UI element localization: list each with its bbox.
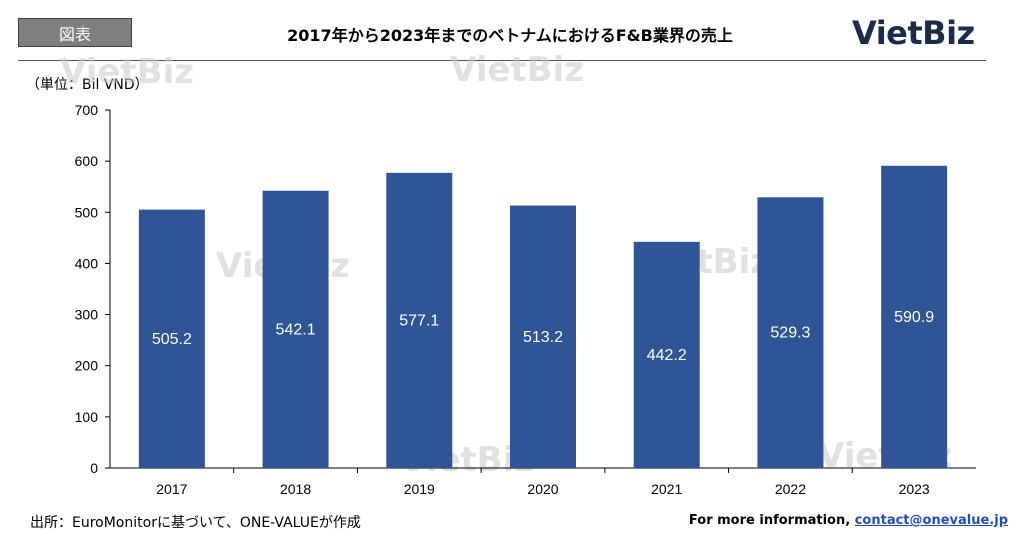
chart-title: 2017年から2023年までのベトナムにおけるF&B業界の売上 bbox=[287, 26, 733, 45]
unit-label: （単位：Bil VND） bbox=[26, 77, 149, 93]
figure-badge: 図表 bbox=[18, 18, 132, 47]
contact-info: For more information, contact@onevalue.j… bbox=[689, 513, 1008, 528]
x-tick-label: 2021 bbox=[651, 481, 682, 497]
x-tick-label: 2019 bbox=[404, 481, 435, 497]
y-tick-label: 0 bbox=[90, 460, 98, 476]
bar-value-label: 505.2 bbox=[152, 331, 192, 348]
bar bbox=[757, 197, 824, 469]
y-tick-label: 600 bbox=[75, 153, 99, 169]
y-tick-label: 200 bbox=[75, 358, 99, 374]
x-tick-label: 2018 bbox=[280, 481, 311, 497]
vietbiz-logo: VietBiz bbox=[852, 14, 975, 52]
bar-value-label: 542.1 bbox=[276, 321, 316, 338]
x-tick-label: 2023 bbox=[899, 481, 930, 497]
y-tick-label: 300 bbox=[75, 307, 99, 323]
y-tick-label: 500 bbox=[75, 204, 99, 220]
header-divider bbox=[18, 60, 986, 61]
x-tick-label: 2020 bbox=[527, 481, 558, 497]
bar bbox=[138, 209, 205, 468]
watermark: VietBiz bbox=[60, 52, 195, 92]
contact-email-link[interactable]: contact@onevalue.jp bbox=[854, 513, 1008, 528]
y-tick-label: 100 bbox=[75, 409, 99, 425]
bar bbox=[633, 241, 700, 468]
x-tick-label: 2017 bbox=[156, 481, 187, 497]
bar bbox=[386, 172, 453, 469]
source-note: 出所：EuroMonitorに基づいて、ONE-VALUEが作成 bbox=[30, 515, 361, 531]
bar bbox=[262, 190, 329, 468]
bar-value-label: 529.3 bbox=[770, 325, 810, 342]
x-tick-label: 2022 bbox=[775, 481, 806, 497]
watermark: VietBiz bbox=[450, 50, 585, 90]
info-prefix: For more information, bbox=[688, 513, 855, 528]
bar-value-label: 442.2 bbox=[647, 347, 687, 364]
bar bbox=[510, 205, 576, 468]
bar-value-label: 513.2 bbox=[523, 329, 563, 346]
bar bbox=[881, 165, 948, 468]
y-tick-label: 700 bbox=[75, 102, 99, 118]
bar-value-label: 577.1 bbox=[399, 312, 439, 329]
y-tick-label: 400 bbox=[75, 255, 99, 271]
bar-value-label: 590.9 bbox=[894, 309, 934, 326]
